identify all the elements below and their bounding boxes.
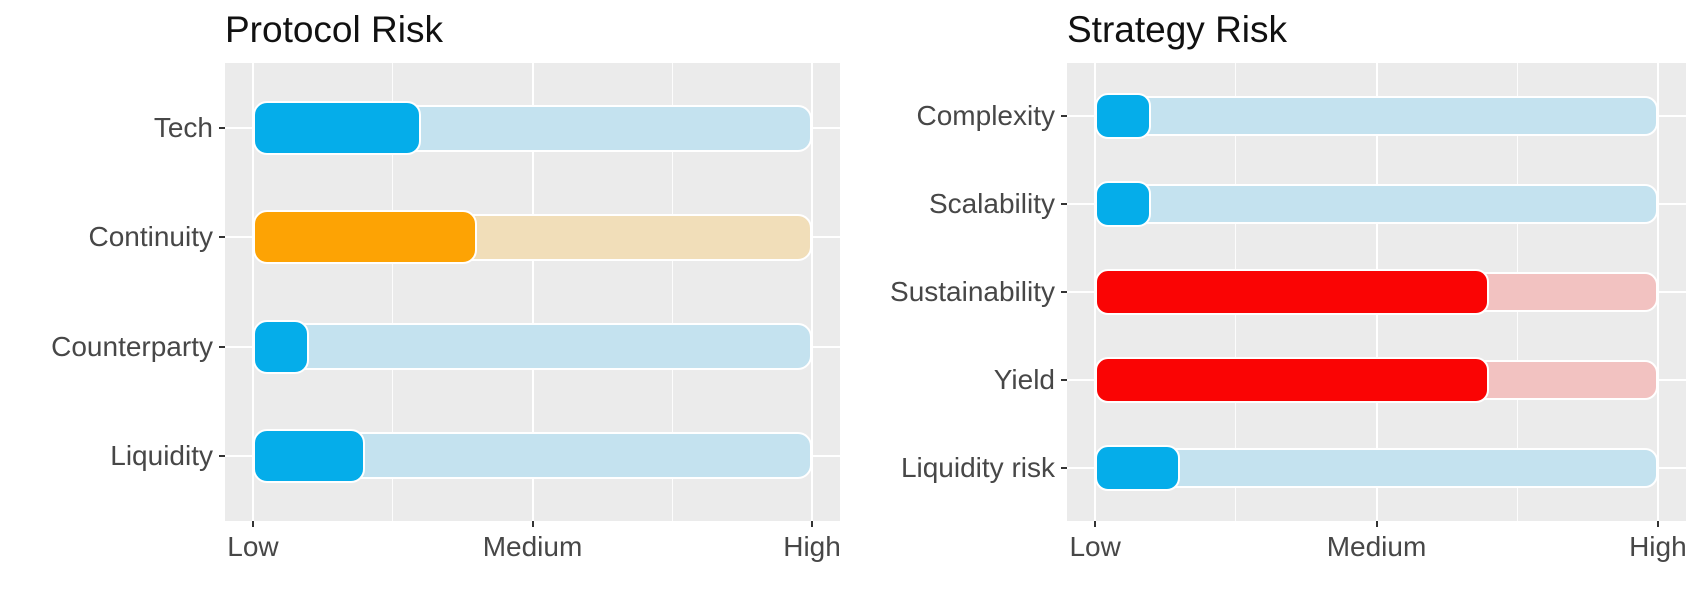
chart-title: Protocol Risk: [225, 9, 443, 50]
bar-fill: [252, 428, 365, 483]
category-label: Liquidity risk: [900, 452, 1055, 484]
bar-fill: [252, 319, 309, 374]
major-gridline: [811, 63, 814, 521]
category-tick: [1061, 291, 1067, 293]
bar-track: [1095, 448, 1658, 489]
x-tick-label: Medium: [1326, 531, 1427, 562]
minor-gridline: [671, 63, 673, 521]
category-tick: [1061, 467, 1067, 470]
bar-fill: [252, 210, 477, 265]
x-axis-tick: [1375, 521, 1378, 527]
bar-track: [252, 323, 813, 371]
x-axis-tick: [251, 521, 254, 527]
category-tick: [1061, 202, 1067, 205]
chart-title: Strategy Risk: [1067, 9, 1288, 50]
major-gridline: [251, 63, 254, 521]
category-label: Sustainability: [890, 276, 1055, 307]
x-tick-label: Low: [227, 531, 279, 562]
x-tick-label: High: [783, 531, 841, 562]
category-label: Liquidity: [110, 439, 213, 471]
x-axis-tick: [1094, 521, 1097, 527]
category-tick: [219, 454, 225, 457]
bar-fill: [1095, 445, 1180, 492]
minor-gridline: [392, 63, 394, 521]
category-label: Scalability: [928, 187, 1055, 219]
category-tick: [219, 345, 225, 348]
category-label: Tech: [153, 112, 213, 144]
chart-panel: [225, 63, 840, 521]
category-tick: [219, 127, 225, 130]
category-tick: [1061, 114, 1067, 117]
category-tick: [1061, 379, 1067, 382]
chart-panel: [1067, 63, 1686, 521]
category-tick: [219, 236, 225, 239]
x-axis-tick: [531, 521, 534, 527]
category-label: Continuity: [88, 221, 213, 253]
major-gridline: [531, 63, 534, 521]
bar-fill: [1095, 357, 1490, 404]
bar-fill: [1095, 180, 1152, 227]
bar-fill: [1095, 269, 1490, 315]
x-tick-label: High: [1629, 531, 1687, 562]
category-label: Complexity: [916, 99, 1055, 131]
protocol-risk-chart: Protocol Risk Tech Continuity Counterparty…: [51, 9, 841, 562]
category-label: Yield: [993, 364, 1055, 396]
bar-track: [1095, 183, 1658, 224]
x-axis-tick: [811, 521, 814, 527]
x-axis-tick: [1656, 521, 1659, 527]
bar-fill: [1095, 92, 1152, 139]
strategy-risk-chart: Strategy Risk Complexity Scalability Susta…: [850, 0, 1700, 612]
x-tick-label: Medium: [482, 531, 583, 562]
bar-track: [1095, 95, 1658, 136]
x-tick-label: Low: [1069, 531, 1121, 562]
bar-fill: [252, 101, 421, 156]
category-label: Counterparty: [51, 330, 213, 362]
